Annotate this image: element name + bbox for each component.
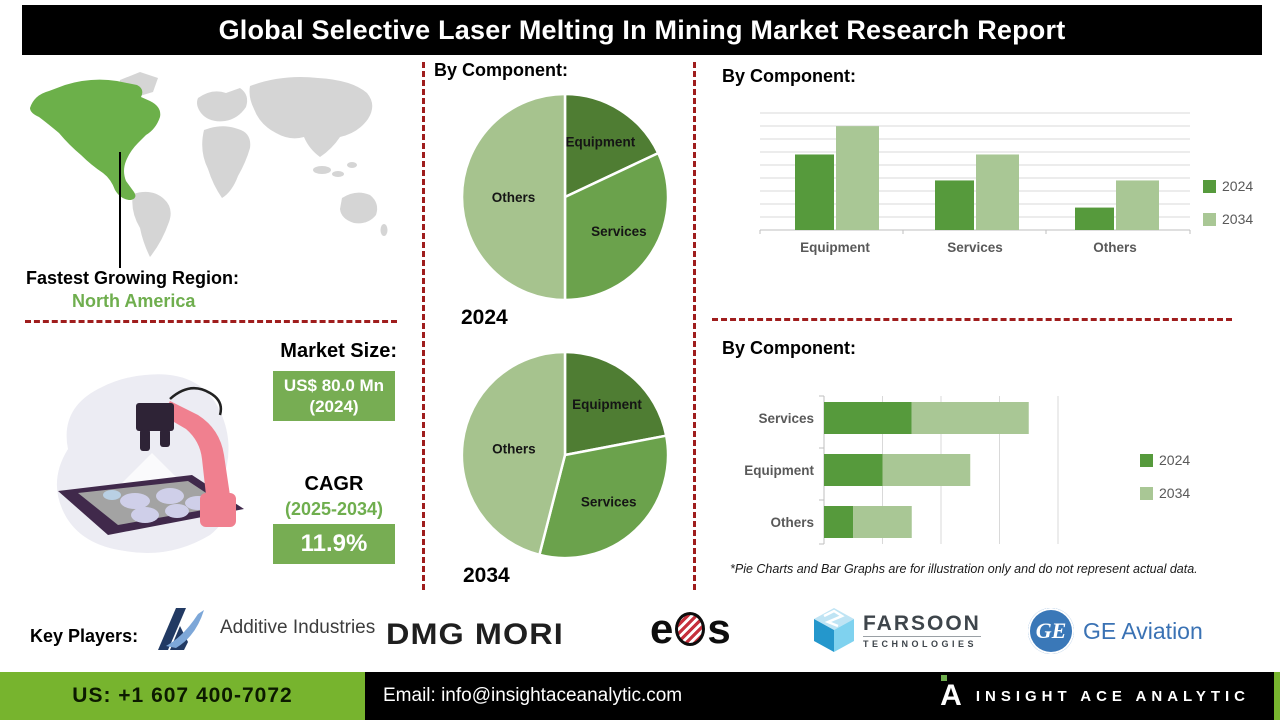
svg-text:Others: Others (770, 515, 814, 530)
disclaimer-text: *Pie Charts and Bar Graphs are for illus… (730, 562, 1198, 576)
pie-slice-label: Equipment (565, 134, 635, 149)
pie-section-title: By Component: (434, 60, 568, 80)
footer-bar: US: +1 607 400-7072 Email: info@insighta… (0, 672, 1280, 720)
pie-slice-label: Services (591, 224, 647, 239)
cagr-value-box: 11.9% (273, 524, 395, 564)
bar-2024-equipment (795, 154, 834, 230)
hbar-2024-services (824, 402, 912, 434)
grouped-bar-chart: Equipment Services Others 2024 2034 (759, 112, 1253, 255)
market-size-value: US$ 80.0 Mn (283, 375, 385, 395)
insight-ace-logo-icon: A (940, 675, 962, 712)
footer-phone: US: +1 607 400-7072 (72, 684, 293, 707)
svg-text:Equipment: Equipment (744, 463, 814, 478)
page-title: Global Selective Laser Melting In Mining… (218, 14, 1066, 45)
pie-chart-2024: Equipment Services Others (460, 92, 670, 302)
bar-2034-services (976, 154, 1019, 230)
divider-right (712, 318, 1232, 321)
market-size-value-box: US$ 80.0 Mn (2024) (273, 371, 395, 421)
hbar-2024-others (824, 506, 854, 538)
farsoon-subtext: TECHNOLOGIES (863, 635, 981, 649)
svg-text:2034: 2034 (1159, 485, 1190, 501)
pie-slice-equipment (563, 92, 660, 199)
farsoon-text: FARSOON (863, 611, 981, 635)
svg-text:Services: Services (758, 411, 814, 426)
svg-text:Equipment: Equipment (800, 240, 870, 255)
divider-left (25, 320, 397, 323)
stacked-hbar-chart: Services Equipment Others 2024 2034 (744, 395, 1190, 545)
title-bar: Global Selective Laser Melting In Mining… (22, 5, 1262, 55)
pie-slice-others (460, 350, 567, 557)
fastest-growing-region: North America (72, 291, 196, 311)
eos-e: e (650, 605, 674, 652)
fastest-growing-label: Fastest Growing Region: (26, 268, 240, 288)
svg-text:2034: 2034 (1222, 211, 1253, 227)
logo-dmg-mori: DMG MORI (386, 618, 564, 651)
footer-brand-text: INSIGHT ACE ANALYTIC (975, 687, 1250, 705)
map-continents (119, 72, 388, 257)
pie-slice-equipment (563, 350, 668, 457)
bar-2024-services (935, 180, 974, 230)
cagr-period: (2025-2034) (284, 499, 384, 519)
additive-industries-text: Additive Industries (220, 617, 376, 638)
key-players-label: Key Players: (30, 626, 139, 646)
pie-chart-2034: Equipment Services Others (460, 350, 670, 560)
svg-text:Services: Services (947, 240, 1003, 255)
hbar-section-title: By Component: (722, 338, 856, 358)
map-north-america (30, 79, 161, 200)
cagr-value: 11.9% (300, 530, 368, 557)
slm-machine-illustration (56, 374, 244, 553)
farsoon-cube-icon (814, 608, 854, 652)
hbar-2024-equipment (824, 454, 883, 486)
bar-2024-others (1075, 207, 1114, 230)
logo-additive-industries: Additive Industries (150, 602, 375, 654)
pie-slice-label: Others (492, 442, 536, 457)
world-map (30, 72, 388, 257)
logo-eos: e s (650, 608, 731, 650)
divider-vertical-left (422, 62, 425, 590)
bar-2034-others (1116, 180, 1159, 230)
hbar-2034-services (911, 402, 1029, 434)
bar-2034-equipment (836, 126, 879, 230)
market-size-year: (2024) (309, 397, 359, 416)
pie-slice-services (538, 434, 670, 560)
divider-vertical-right (693, 62, 696, 590)
footer-brand: A INSIGHT ACE ANALYTIC (940, 672, 1250, 720)
pie-slice-label: Others (492, 190, 536, 205)
eos-s: s (707, 605, 731, 652)
ge-aviation-text: GE Aviation (1083, 617, 1203, 644)
additive-industries-icon (158, 608, 204, 650)
pie-2024-year: 2024 (461, 306, 508, 329)
pie-slice-services (563, 151, 670, 302)
footer-email: Email: info@insightaceanalytic.com (383, 685, 683, 706)
pie-slice-label: Services (581, 495, 637, 510)
footer-green-sliver (1274, 672, 1280, 720)
eos-o-icon (675, 612, 706, 646)
hbar-2034-equipment (882, 454, 971, 486)
svg-text:2024: 2024 (1222, 178, 1253, 194)
pie-slice-label: Equipment (572, 397, 642, 412)
market-size-label: Market Size: (280, 340, 397, 362)
svg-text:2024: 2024 (1159, 452, 1190, 468)
logo-farsoon: FARSOON TECHNOLOGIES (812, 606, 981, 654)
cagr-label: CAGR (304, 473, 364, 495)
svg-text:Others: Others (1093, 240, 1137, 255)
footer-phone-box: US: +1 607 400-7072 (0, 672, 365, 720)
hbar-2034-others (853, 506, 912, 538)
pie-2034-year: 2034 (463, 564, 510, 587)
bar-section-title: By Component: (722, 66, 856, 86)
map-callout-line (119, 152, 121, 268)
logo-ge-aviation: GE GE Aviation (1028, 608, 1203, 654)
pie-slice-others (460, 92, 567, 302)
ge-monogram-icon: GE (1028, 608, 1074, 654)
